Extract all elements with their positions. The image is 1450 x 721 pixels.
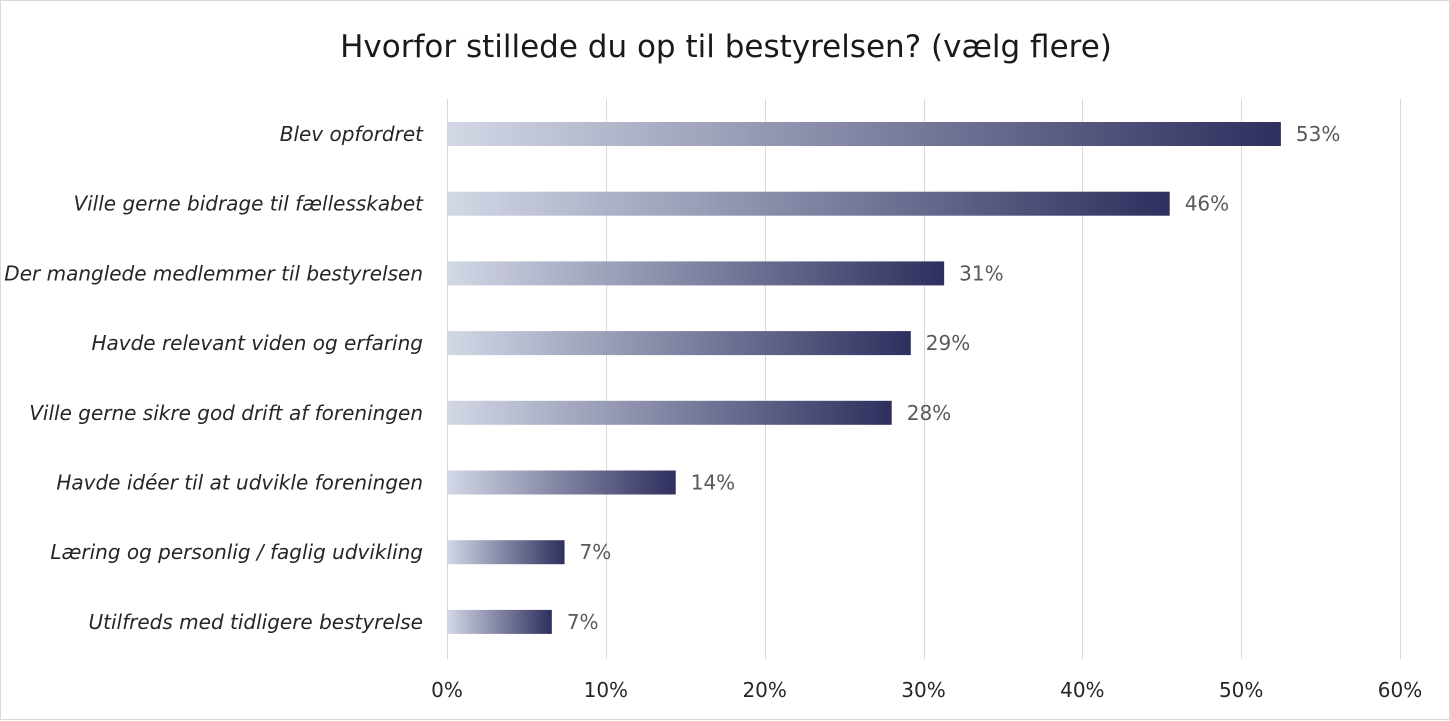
data-label: 28% — [907, 401, 951, 425]
value-labels: 53% 46% 31% 29% 28% 14% 7% 7% — [567, 122, 1340, 634]
data-label: 7% — [567, 610, 599, 634]
bar — [447, 261, 945, 286]
category-label: Blev opfordret — [280, 122, 424, 146]
x-tick-label: 50% — [1219, 678, 1263, 702]
chart-title: Hvorfor stillede du op til bestyrelsen? … — [340, 29, 1112, 65]
data-label: 31% — [959, 261, 1003, 285]
data-label: 46% — [1185, 192, 1229, 216]
x-tick-label: 60% — [1378, 678, 1422, 702]
gridlines — [447, 99, 1401, 659]
data-label: 14% — [691, 471, 735, 495]
bar — [447, 540, 565, 565]
category-label: Der manglede medlemmer til bestyrelsen — [4, 261, 423, 285]
category-label: Havde idéer til at udvikle foreningen — [56, 471, 423, 495]
category-label: Ville gerne sikre god drift af foreninge… — [29, 401, 423, 425]
x-tick-label: 10% — [584, 678, 628, 702]
bar — [447, 609, 552, 634]
bars — [447, 122, 1281, 634]
bar — [447, 191, 1170, 216]
x-tick-label: 20% — [742, 678, 786, 702]
category-label: Utilfreds med tidligere bestyrelse — [89, 610, 423, 634]
bar — [447, 122, 1281, 146]
x-tick-label: 40% — [1060, 678, 1104, 702]
data-label: 53% — [1296, 122, 1340, 146]
data-label: 29% — [926, 331, 970, 355]
x-axis-tick-labels: 0% 10% 20% 30% 40% 50% 60% — [431, 678, 1422, 702]
category-label: Læring og personlig / faglig udvikling — [50, 540, 423, 564]
category-label: Ville gerne bidrage til fællesskabet — [73, 192, 424, 216]
x-tick-label: 30% — [901, 678, 945, 702]
category-label: Havde relevant viden og erfaring — [91, 331, 423, 355]
bar — [447, 470, 676, 495]
category-labels: Blev opfordret Ville gerne bidrage til fæ… — [4, 122, 424, 634]
data-label: 7% — [580, 540, 612, 564]
bar — [447, 331, 911, 356]
bar — [447, 400, 892, 425]
x-tick-label: 0% — [431, 678, 463, 702]
